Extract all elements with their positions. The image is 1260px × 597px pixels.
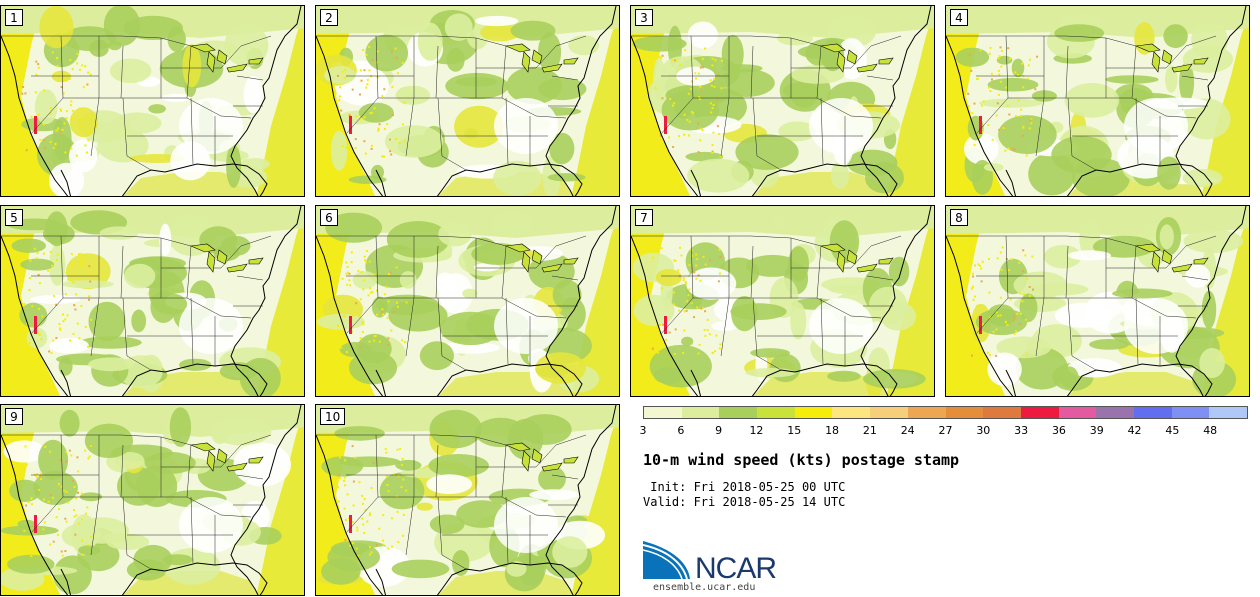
high-wind-streak: [664, 116, 667, 134]
colorbar-swatch: [945, 407, 984, 418]
atlantic-ocean: [256, 212, 304, 396]
pacific-ocean: [316, 6, 376, 196]
wind-speed-map: [316, 206, 619, 396]
colorbar-tick-label: 30: [976, 424, 991, 437]
member-number-label: 5: [5, 209, 23, 226]
colorbar-tick-label: 33: [1014, 424, 1029, 437]
colorbar-tick-label: 12: [749, 424, 764, 437]
pacific-ocean: [631, 6, 691, 196]
wind-speed-colorbar: [643, 406, 1248, 419]
pacific-ocean: [1, 6, 61, 196]
atlantic-ocean: [886, 12, 934, 196]
high-wind-streak: [349, 515, 352, 533]
high-wind-streak: [979, 116, 982, 134]
colorbar-tick-label: 27: [938, 424, 953, 437]
colorbar-tick-label: 6: [677, 424, 685, 437]
colorbar-swatch: [832, 407, 871, 418]
ensemble-member-map: 2: [315, 5, 620, 197]
gulf-of-mexico: [753, 172, 888, 196]
wind-speed-map: [1, 206, 304, 396]
member-number-label: 7: [635, 209, 653, 226]
ensemble-member-map: 7: [630, 205, 935, 397]
wind-speed-map: [631, 6, 934, 196]
ncar-logo: NCAR: [642, 541, 793, 587]
colorbar-tick-label: 45: [1165, 424, 1180, 437]
colorbar-swatch: [757, 407, 795, 418]
colorbar-swatch: [1058, 407, 1097, 418]
colorbar-swatch: [719, 407, 758, 418]
colorbar-swatch: [1171, 407, 1210, 418]
gulf-of-mexico: [1068, 372, 1203, 396]
ensemble-member-map: 3: [630, 5, 935, 197]
colorbar-swatch: [983, 407, 1021, 418]
colorbar-tick-label: 42: [1127, 424, 1142, 437]
atlantic-ocean: [886, 212, 934, 396]
colorbar-tick-label: 48: [1203, 424, 1218, 437]
wind-speed-map: [1, 405, 304, 595]
colorbar-swatch: [1133, 407, 1172, 418]
member-number-label: 8: [950, 209, 968, 226]
atlantic-ocean: [1201, 12, 1249, 196]
colorbar-swatch: [644, 407, 682, 418]
member-number-label: 3: [635, 9, 653, 26]
ensemble-url: ensemble.ucar.edu: [653, 582, 756, 593]
ensemble-member-map: 6: [315, 205, 620, 397]
ensemble-member-map: 10: [315, 404, 620, 596]
wind-speed-map: [946, 6, 1249, 196]
high-wind-streak: [349, 116, 352, 134]
atlantic-ocean: [571, 12, 619, 196]
colorbar-tick-label: 24: [900, 424, 915, 437]
colorbar-tick-label: 18: [825, 424, 840, 437]
colorbar-swatch: [1020, 407, 1059, 418]
colorbar-swatch: [1096, 407, 1134, 418]
pacific-ocean: [946, 206, 1006, 396]
high-wind-streak: [664, 316, 667, 334]
colorbar-tick-label: 3: [639, 424, 647, 437]
atlantic-ocean: [256, 12, 304, 196]
colorbar-swatch: [907, 407, 946, 418]
ensemble-member-map: 4: [945, 5, 1250, 197]
colorbar-tick-label: 36: [1051, 424, 1066, 437]
member-number-label: 4: [950, 9, 968, 26]
colorbar-swatch: [1209, 407, 1247, 418]
colorbar-swatch: [681, 407, 720, 418]
pacific-ocean: [631, 206, 691, 396]
colorbar-swatch: [794, 407, 833, 418]
high-wind-streak: [349, 316, 352, 334]
high-wind-streak: [34, 515, 37, 533]
high-wind-streak: [34, 116, 37, 134]
colorbar-swatch: [870, 407, 908, 418]
high-wind-streak: [979, 316, 982, 334]
member-number-label: 10: [320, 408, 346, 425]
member-number-label: 2: [320, 9, 338, 26]
ensemble-member-map: 5: [0, 205, 305, 397]
gulf-of-mexico: [123, 172, 258, 196]
wind-speed-map: [316, 405, 619, 595]
wind-speed-map: [631, 206, 934, 396]
wind-speed-map: [316, 6, 619, 196]
valid-time: Valid: Fri 2018-05-25 14 UTC: [643, 495, 846, 509]
pacific-ocean: [1, 206, 61, 396]
pacific-ocean: [316, 405, 376, 595]
plot-title: 10-m wind speed (kts) postage stamp: [643, 451, 960, 469]
member-number-label: 6: [320, 209, 338, 226]
colorbar-tick-label: 21: [862, 424, 877, 437]
ensemble-member-map: 9: [0, 404, 305, 596]
colorbar-tick-label: 39: [1089, 424, 1104, 437]
colorbar-tick-label: 15: [787, 424, 802, 437]
ncar-wordmark: NCAR: [695, 552, 776, 583]
init-time: Init: Fri 2018-05-25 00 UTC: [643, 480, 846, 494]
ensemble-member-map: 1: [0, 5, 305, 197]
wind-speed-map: [946, 206, 1249, 396]
high-wind-streak: [34, 316, 37, 334]
ensemble-member-map: 8: [945, 205, 1250, 397]
pacific-ocean: [316, 206, 376, 396]
colorbar-tick-label: 9: [715, 424, 723, 437]
member-number-label: 9: [5, 408, 23, 425]
atlantic-ocean: [256, 411, 304, 595]
wind-speed-map: [1, 6, 304, 196]
member-number-label: 1: [5, 9, 23, 26]
